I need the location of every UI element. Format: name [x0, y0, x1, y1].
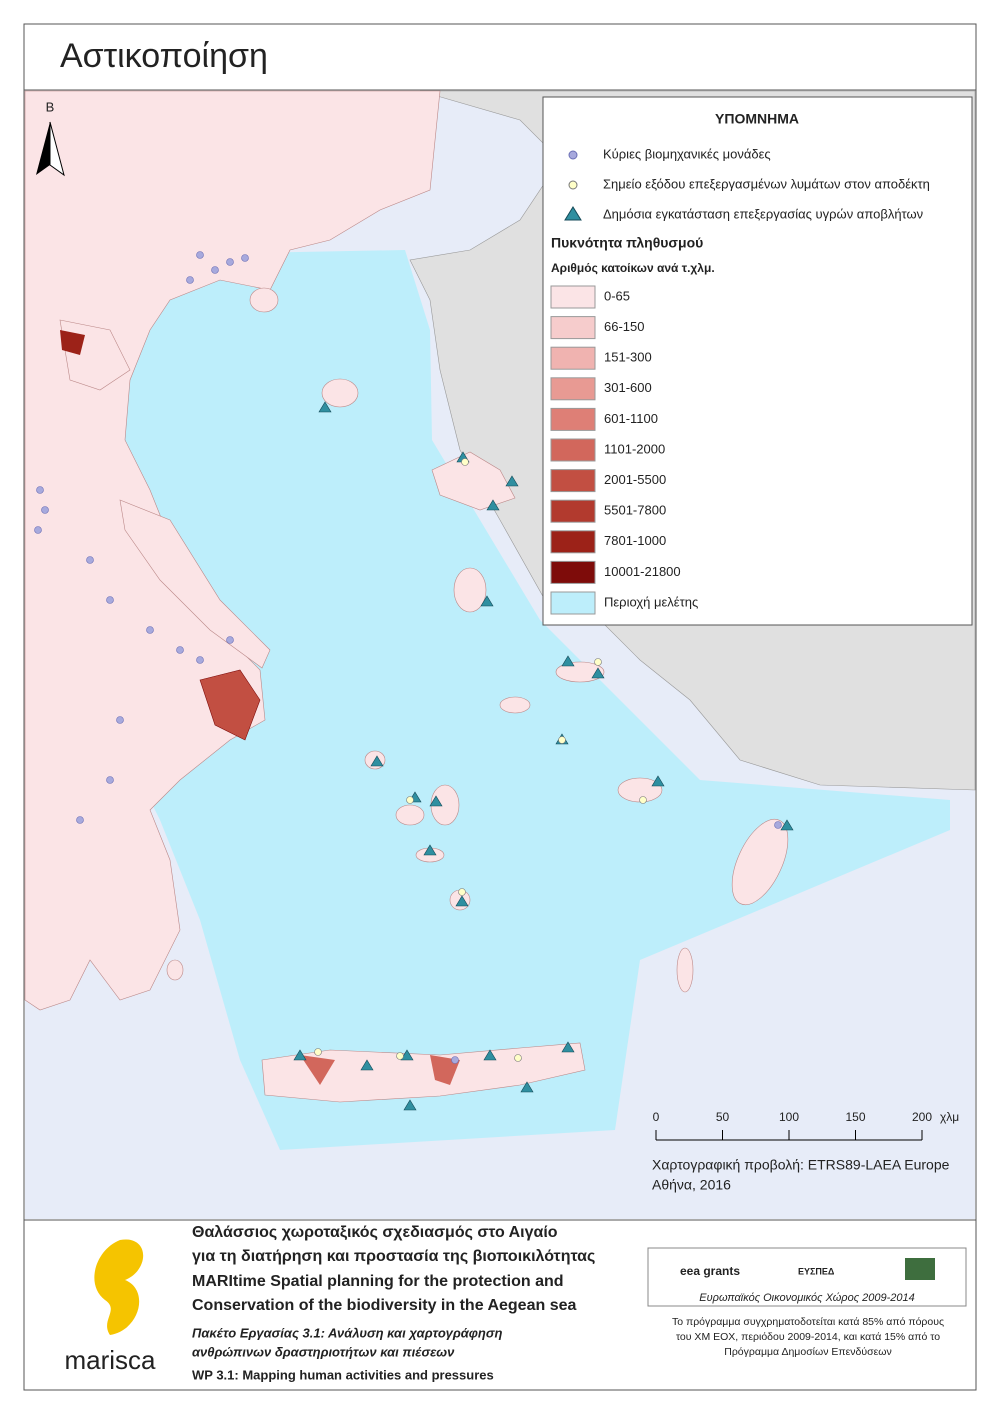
- legend: ΥΠΟΜΝΗΜΑ Κύριες βιομηχανικές μονάδες Σημ…: [542, 96, 973, 626]
- industry-points: [34, 251, 782, 1064]
- legend-class-label: 0-65: [604, 288, 630, 303]
- sponsor: eea grants: [680, 1264, 740, 1278]
- legend-class-label: 1101-2000: [604, 441, 665, 456]
- legend-symbol: [568, 150, 578, 160]
- legend-class-label: 10001-21800: [604, 564, 681, 579]
- funding: Το πρόγραμμα συγχρηματοδοτείται κατά 85%…: [672, 1316, 944, 1328]
- study-area: [40, 250, 950, 1150]
- legend-item: Δημόσια εγκατάσταση επεξεργασίας υγρών α…: [603, 206, 923, 221]
- legend-class-label: 2001-5500: [604, 472, 666, 487]
- karpathos: [676, 947, 694, 993]
- paros: [395, 804, 425, 826]
- kythira: [166, 959, 184, 981]
- legend-swatch: [550, 438, 596, 462]
- thasos: [249, 287, 279, 313]
- legend-symbol: [568, 180, 578, 190]
- crete-cities: [300, 1055, 460, 1085]
- greek-title: για τη διατήρηση και προστασία της βιοπο…: [192, 1248, 595, 1265]
- legend-item: Κύριες βιομηχανικές μονάδες: [603, 146, 771, 161]
- legend-class-label: 601-1100: [604, 411, 658, 426]
- outfall-points: [314, 458, 647, 1062]
- legend-swatch: [550, 407, 596, 431]
- english-title: MARItime Spatial planning for the protec…: [192, 1273, 564, 1290]
- legend-box: [542, 96, 973, 626]
- legend-swatch: [550, 346, 596, 370]
- euboea: [119, 499, 271, 669]
- legend-subtitle: Αριθμός κατοίκων ανά τ.χλμ.: [551, 261, 715, 275]
- wp-greek: ανθρώπινων δραστηριοτήτων και πιέσεων: [192, 1344, 455, 1359]
- place-date: Αθήνα, 2016: [652, 1177, 731, 1193]
- wp-greek: Πακέτο Εργασίας 3.1: Ανάλυση και χαρτογρ…: [192, 1325, 502, 1340]
- scale-unit: χλμ: [940, 1110, 959, 1124]
- crete: [261, 1042, 586, 1103]
- legend-swatch: [550, 285, 596, 309]
- legend-class-label: 151-300: [604, 350, 652, 365]
- legend-subtitle: Πυκνότητα πληθυσμού: [551, 235, 703, 251]
- samos: [555, 661, 605, 683]
- thessaloniki: [60, 330, 85, 355]
- scale-tick-label: 200: [912, 1110, 932, 1124]
- projection: Χαρτογραφική προβολή: ETRS89-LAEA Europe: [652, 1157, 950, 1173]
- scale-tick-label: 100: [779, 1110, 799, 1124]
- logo-text: marisca: [64, 1345, 156, 1375]
- legend-swatch: [550, 469, 596, 493]
- map: Β ΥΠΟΜΝΗΜΑ Κύριες βιομηχανικές μονάδες Σ…: [24, 90, 976, 1219]
- scale-bar: χλμ 0 50 100 150 200: [653, 1110, 959, 1141]
- sponsor: ΕΥΣΠΕΔ: [798, 1266, 835, 1276]
- rhodes: [731, 818, 789, 906]
- sponsor-logo: [905, 1258, 935, 1280]
- legend-swatch: [550, 499, 596, 523]
- legend-class-label: 5501-7800: [604, 503, 666, 518]
- footer: marisca Θαλάσσιος χωροταξικός σχεδιασμός…: [64, 1224, 967, 1382]
- scale-tick-label: 0: [653, 1110, 660, 1124]
- seahorse-logo: [94, 1239, 144, 1335]
- funding: του ΧΜ ΕΟΧ, περιόδου 2009-2014, και κατά…: [676, 1331, 940, 1343]
- north-label: Β: [46, 99, 55, 114]
- title: Αστικοποίηση: [60, 37, 268, 75]
- legend-class-label: 301-600: [604, 380, 652, 395]
- wp-english: WP 3.1: Mapping human activities and pre…: [192, 1367, 494, 1382]
- legend-title: ΥΠΟΜΝΗΜΑ: [715, 111, 799, 127]
- legend-class-label: 7801-1000: [604, 533, 666, 548]
- lesvos: [431, 451, 516, 511]
- legend-swatch: [550, 530, 596, 554]
- attica: [199, 669, 261, 741]
- north-arrow: Β: [36, 99, 65, 177]
- scale-tick-label: 150: [845, 1110, 865, 1124]
- chios: [453, 567, 487, 613]
- legend-item: Σημείο εξόδου επεξεργασμένων λυμάτων στο…: [603, 176, 930, 191]
- legend-swatch: [550, 377, 596, 401]
- ikaria: [499, 696, 531, 714]
- legend-class-label: 66-150: [604, 319, 644, 334]
- legend-symbol: [564, 206, 582, 221]
- funding: Πρόγραμμα Δημοσίων Επενδύσεων: [724, 1346, 892, 1358]
- greek-title: Θαλάσσιος χωροταξικός σχεδιασμός στο Αιγ…: [192, 1224, 558, 1241]
- legend-swatch: [550, 560, 596, 584]
- english-title: Conservation of the biodiversity in the …: [192, 1297, 576, 1314]
- scale-tick-label: 50: [716, 1110, 730, 1124]
- legend-swatch: [550, 316, 596, 340]
- sponsor-caption: Ευρωπαϊκός Οικονομικός Χώρος 2009-2014: [699, 1292, 914, 1304]
- limnos: [321, 378, 359, 408]
- legend-class-label: Περιοχή μελέτης: [604, 594, 698, 609]
- legend-swatch: [550, 591, 596, 615]
